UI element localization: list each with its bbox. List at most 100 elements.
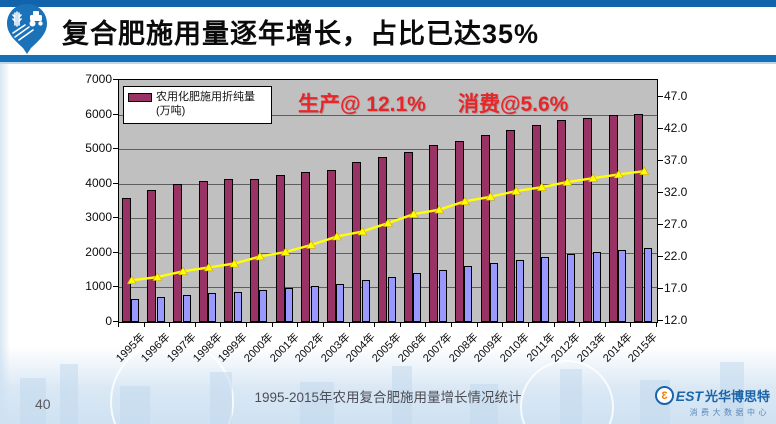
axis-tick [451,322,453,327]
line-marker [408,209,419,218]
annotation-consumption-growth: 消费@5.6% [458,93,569,116]
axis-tick [425,322,427,327]
bar-compound-fertilizer [541,257,550,322]
line-marker [536,182,547,191]
line-marker [357,226,368,236]
bar-total-fertilizer [583,117,592,322]
axis-tick [143,322,145,327]
bar-total-fertilizer [249,178,259,322]
left-axis-tick-label: 6000 [85,106,112,121]
bar-total-fertilizer [326,169,336,322]
bar-total-fertilizer [224,179,234,322]
left-axis-tick-label: 1000 [85,279,112,294]
left-axis-tick-label: 5000 [85,141,112,156]
line-marker [203,262,214,272]
agriculture-pin-logo-icon [7,4,47,54]
bar-compound-fertilizer [310,286,319,322]
axis-tick [271,322,273,327]
best-logo-text: EST [675,387,703,404]
ratio-line-series [126,166,650,284]
line-marker [254,251,265,261]
left-axis-tick-label: 4000 [85,175,112,190]
axis-tick [502,322,504,327]
axis-tick [630,322,632,327]
axis-tick [113,251,118,253]
bar-compound-fertilizer [361,280,370,322]
legend-label: 农用化肥施用折纯量(万吨) [156,91,255,118]
axis-tick [658,191,663,193]
axis-tick [476,322,478,327]
right-axis-tick-label: 22.0 [664,249,688,264]
bar-total-fertilizer [275,174,285,322]
axis-tick [553,322,555,327]
bar-compound-fertilizer [285,288,293,322]
left-edge-tint [0,64,10,424]
best-company-logo: 3 EST 光华博思特 消费大数据中心 [654,386,770,418]
city-skyline-watermark [0,346,776,424]
axis-tick [658,224,663,226]
line-marker [306,240,317,249]
company-name-cn: 光华博思特 [704,389,770,404]
line-marker [126,275,137,284]
line-marker [229,258,240,268]
bar-total-fertilizer [121,197,131,322]
bar-compound-fertilizer [618,249,627,322]
bar-compound-fertilizer [336,283,345,322]
bar-compound-fertilizer [413,273,422,322]
axis-tick [246,322,248,327]
bar-total-fertilizer [403,151,413,322]
line-marker [485,192,496,201]
chart-legend: 农用化肥施用折纯量(万吨) [123,86,272,124]
axis-tick [658,320,663,322]
page-number: 40 [35,396,51,412]
axis-tick [169,322,171,327]
left-axis-tick-label: 2000 [85,244,112,259]
left-axis-tick-label: 3000 [85,210,112,225]
axis-tick [113,79,118,80]
axis-tick [579,322,581,327]
gridline [119,183,657,185]
bar-total-fertilizer [480,135,490,322]
axis-tick [113,182,118,184]
chart-plot-area [118,79,658,323]
bar-compound-fertilizer [592,251,601,322]
line-marker [178,266,188,275]
right-axis-tick-label: 17.0 [664,281,688,296]
bar-total-fertilizer [198,180,208,322]
axis-tick [604,322,606,327]
company-subtitle: 消费大数据中心 [689,408,770,417]
bar-compound-fertilizer [643,248,652,322]
bar-total-fertilizer [557,120,567,322]
axis-tick [656,322,657,327]
header-divider-bar [0,55,776,62]
axis-tick [113,148,118,150]
line-marker [613,169,624,179]
right-axis-tick-label: 12.0 [664,313,688,328]
bar-compound-fertilizer [233,292,242,322]
axis-tick [658,256,663,258]
axis-tick [658,127,663,129]
gridline [119,149,657,151]
bar-total-fertilizer [506,129,516,322]
bar-compound-fertilizer [182,294,191,322]
left-axis-tick-label: 0 [105,314,112,328]
axis-tick [113,321,118,322]
line-marker [280,247,291,256]
axis-tick [322,322,324,327]
axis-tick [658,95,663,97]
bar-compound-fertilizer [438,270,447,322]
axis-tick [118,322,119,327]
bar-compound-fertilizer [156,297,165,322]
bar-compound-fertilizer [566,254,575,322]
axis-tick [348,322,350,327]
line-marker [588,173,598,182]
header-top-strip [0,0,776,7]
axis-tick [113,113,118,115]
chart-caption: 1995-2015年农用复合肥施用量增长情况统计 [254,390,522,405]
line-marker [434,204,445,214]
bar-total-fertilizer [608,114,618,322]
bar-compound-fertilizer [490,263,498,322]
bar-total-fertilizer [634,113,644,322]
bar-total-fertilizer [378,157,387,322]
